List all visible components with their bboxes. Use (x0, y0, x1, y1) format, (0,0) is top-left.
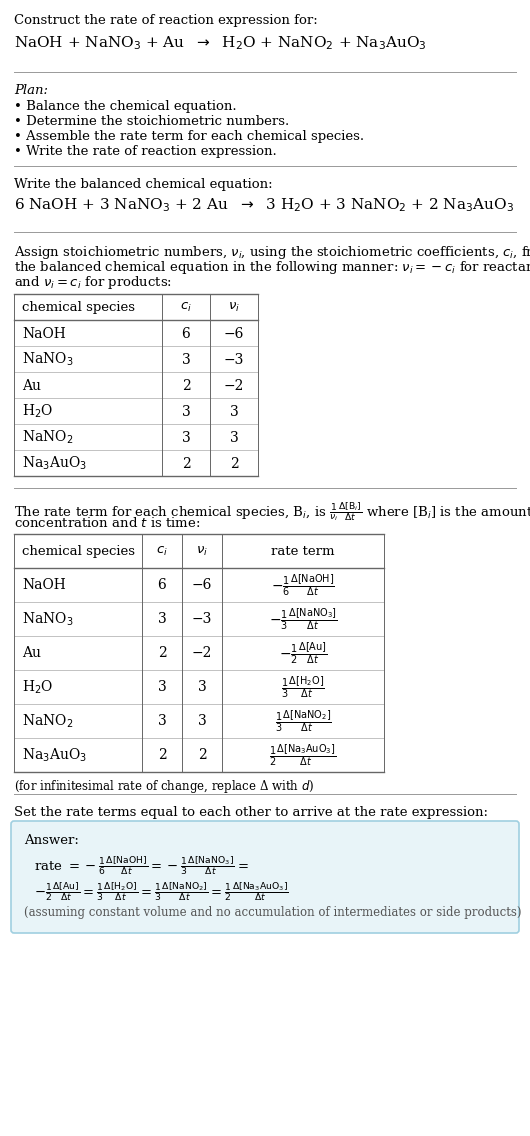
Text: $\frac{1}{3}\frac{\Delta[\mathrm{H_2O}]}{\Delta t}$: $\frac{1}{3}\frac{\Delta[\mathrm{H_2O}]}… (281, 674, 325, 700)
Text: 2: 2 (157, 747, 166, 762)
Text: The rate term for each chemical species, B$_i$, is $\frac{1}{\nu_i}\frac{\Delta[: The rate term for each chemical species,… (14, 500, 530, 523)
Text: 3: 3 (198, 680, 206, 694)
Text: NaOH: NaOH (22, 578, 66, 592)
Text: $-\frac{1}{6}\frac{\Delta[\mathrm{NaOH}]}{\Delta t}$: $-\frac{1}{6}\frac{\Delta[\mathrm{NaOH}]… (271, 573, 335, 598)
Text: NaOH + NaNO$_3$ + Au  $\rightarrow$  H$_2$O + NaNO$_2$ + Na$_3$AuO$_3$: NaOH + NaNO$_3$ + Au $\rightarrow$ H$_2$… (14, 34, 427, 52)
Text: Au: Au (22, 378, 41, 393)
Text: the balanced chemical equation in the following manner: $\nu_i = -c_i$ for react: the balanced chemical equation in the fo… (14, 259, 530, 276)
Text: • Balance the chemical equation.: • Balance the chemical equation. (14, 100, 236, 112)
Text: Na$_3$AuO$_3$: Na$_3$AuO$_3$ (22, 454, 87, 473)
Text: • Assemble the rate term for each chemical species.: • Assemble the rate term for each chemic… (14, 130, 364, 143)
Text: 6: 6 (157, 578, 166, 592)
Text: $-\frac{1}{2}\frac{\Delta[\mathrm{Au}]}{\Delta t}$: $-\frac{1}{2}\frac{\Delta[\mathrm{Au}]}{… (279, 640, 328, 666)
Text: 2: 2 (229, 457, 239, 470)
FancyBboxPatch shape (11, 821, 519, 933)
Text: Write the balanced chemical equation:: Write the balanced chemical equation: (14, 178, 272, 191)
Text: Na$_3$AuO$_3$: Na$_3$AuO$_3$ (22, 746, 87, 763)
Text: and $\nu_i = c_i$ for products:: and $\nu_i = c_i$ for products: (14, 274, 172, 291)
Text: 3: 3 (182, 352, 190, 367)
Text: 3: 3 (157, 612, 166, 626)
Text: 2: 2 (182, 457, 190, 470)
Text: • Determine the stoichiometric numbers.: • Determine the stoichiometric numbers. (14, 115, 289, 128)
Text: Plan:: Plan: (14, 84, 48, 97)
Text: $-\frac{1}{3}\frac{\Delta[\mathrm{NaNO_3}]}{\Delta t}$: $-\frac{1}{3}\frac{\Delta[\mathrm{NaNO_3… (269, 607, 337, 632)
Text: 2: 2 (157, 646, 166, 660)
Text: $\frac{1}{2}\frac{\Delta[\mathrm{Na_3AuO_3}]}{\Delta t}$: $\frac{1}{2}\frac{\Delta[\mathrm{Na_3AuO… (269, 742, 337, 768)
Text: Set the rate terms equal to each other to arrive at the rate expression:: Set the rate terms equal to each other t… (14, 807, 488, 819)
Text: −2: −2 (192, 646, 212, 660)
Text: 3: 3 (229, 431, 239, 444)
Text: −3: −3 (192, 612, 212, 626)
Text: rate $= -\frac{1}{6}\frac{\Delta[\mathrm{NaOH}]}{\Delta t} = -\frac{1}{3}\frac{\: rate $= -\frac{1}{6}\frac{\Delta[\mathrm… (34, 854, 249, 877)
Text: • Write the rate of reaction expression.: • Write the rate of reaction expression. (14, 145, 277, 158)
Text: H$_2$O: H$_2$O (22, 403, 54, 420)
Text: 2: 2 (182, 378, 190, 393)
Text: chemical species: chemical species (22, 545, 135, 558)
Text: 3: 3 (198, 715, 206, 728)
Text: Answer:: Answer: (24, 834, 79, 847)
Text: Au: Au (22, 646, 41, 660)
Text: −6: −6 (224, 326, 244, 341)
Text: chemical species: chemical species (22, 301, 135, 314)
Text: −6: −6 (192, 578, 212, 592)
Text: 2: 2 (198, 747, 206, 762)
Text: 6: 6 (182, 326, 190, 341)
Text: $c_i$: $c_i$ (180, 301, 192, 314)
Text: (for infinitesimal rate of change, replace Δ with $d$): (for infinitesimal rate of change, repla… (14, 778, 314, 795)
Text: rate term: rate term (271, 545, 335, 558)
Text: H$_2$O: H$_2$O (22, 678, 54, 695)
Text: 3: 3 (229, 404, 239, 418)
Text: 3: 3 (157, 715, 166, 728)
Text: NaNO$_2$: NaNO$_2$ (22, 712, 73, 729)
Text: concentration and $t$ is time:: concentration and $t$ is time: (14, 516, 200, 531)
Text: $-\frac{1}{2}\frac{\Delta[\mathrm{Au}]}{\Delta t} = \frac{1}{3}\frac{\Delta[\mat: $-\frac{1}{2}\frac{\Delta[\mathrm{Au}]}{… (34, 880, 289, 903)
Text: 6 NaOH + 3 NaNO$_3$ + 2 Au  $\rightarrow$  3 H$_2$O + 3 NaNO$_2$ + 2 Na$_3$AuO$_: 6 NaOH + 3 NaNO$_3$ + 2 Au $\rightarrow$… (14, 197, 514, 214)
Text: NaNO$_3$: NaNO$_3$ (22, 610, 74, 628)
Text: $\nu_i$: $\nu_i$ (228, 301, 240, 314)
Text: 3: 3 (182, 404, 190, 418)
Text: −2: −2 (224, 378, 244, 393)
Text: (assuming constant volume and no accumulation of intermediates or side products): (assuming constant volume and no accumul… (24, 907, 522, 919)
Text: NaNO$_3$: NaNO$_3$ (22, 351, 74, 368)
Text: Assign stoichiometric numbers, $\nu_i$, using the stoichiometric coefficients, $: Assign stoichiometric numbers, $\nu_i$, … (14, 244, 530, 261)
Text: $\nu_i$: $\nu_i$ (196, 545, 208, 558)
Text: NaOH: NaOH (22, 326, 66, 341)
Text: 3: 3 (182, 431, 190, 444)
Text: $\frac{1}{3}\frac{\Delta[\mathrm{NaNO_2}]}{\Delta t}$: $\frac{1}{3}\frac{\Delta[\mathrm{NaNO_2}… (275, 708, 331, 734)
Text: 3: 3 (157, 680, 166, 694)
Text: NaNO$_2$: NaNO$_2$ (22, 428, 73, 446)
Text: −3: −3 (224, 352, 244, 367)
Text: $c_i$: $c_i$ (156, 545, 168, 558)
Text: Construct the rate of reaction expression for:: Construct the rate of reaction expressio… (14, 14, 318, 27)
